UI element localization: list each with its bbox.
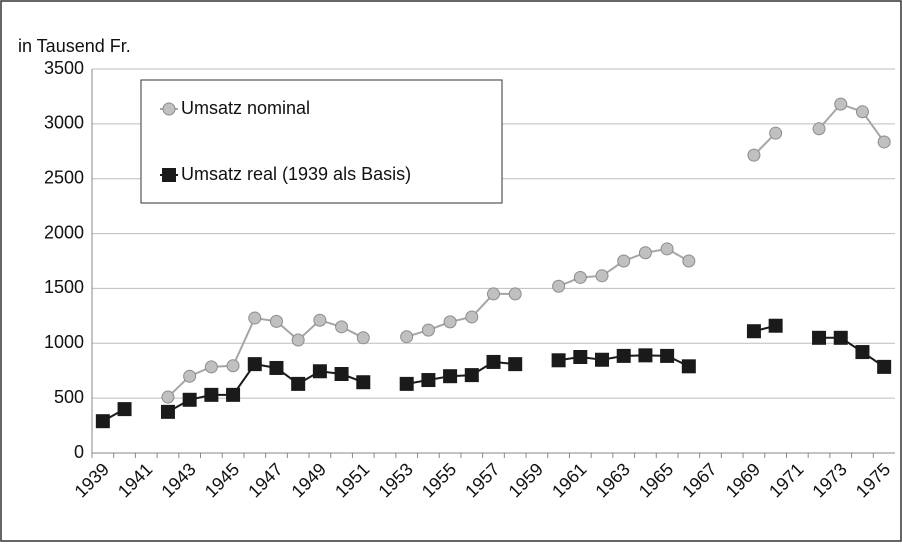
point xyxy=(313,313,327,327)
point xyxy=(834,97,848,111)
point xyxy=(248,311,262,325)
y-tick-label: 500 xyxy=(54,387,84,407)
point xyxy=(465,310,479,324)
point xyxy=(400,330,414,344)
point xyxy=(117,402,132,417)
point xyxy=(638,348,653,363)
point xyxy=(421,373,436,388)
point xyxy=(747,148,761,162)
point xyxy=(877,135,891,149)
point xyxy=(855,345,870,360)
point xyxy=(508,287,522,301)
point xyxy=(443,369,458,384)
series-line xyxy=(167,363,364,413)
point xyxy=(95,414,110,429)
point xyxy=(552,279,566,293)
legend-marker xyxy=(162,102,176,116)
point xyxy=(508,357,523,372)
point xyxy=(204,360,218,374)
point xyxy=(812,330,827,345)
point xyxy=(247,357,262,372)
y-tick-label: 1000 xyxy=(44,332,84,352)
series-line xyxy=(819,336,885,368)
series-line xyxy=(167,316,364,398)
point xyxy=(443,315,457,329)
point xyxy=(682,254,696,268)
point xyxy=(356,375,371,390)
point xyxy=(768,318,783,333)
point xyxy=(182,392,197,407)
point xyxy=(161,390,175,404)
point xyxy=(334,367,349,382)
point xyxy=(421,323,435,337)
point xyxy=(226,359,240,373)
y-tick-label: 0 xyxy=(74,442,84,462)
point xyxy=(486,354,501,369)
point xyxy=(551,353,566,368)
point xyxy=(746,324,761,339)
point xyxy=(269,314,283,328)
y-tick-label: 2500 xyxy=(44,167,84,187)
point xyxy=(464,368,479,383)
point xyxy=(877,359,892,374)
point xyxy=(335,320,349,334)
y-axis-label: in Tausend Fr. xyxy=(18,36,131,56)
point xyxy=(204,387,219,402)
point xyxy=(616,348,631,363)
legend-label: Umsatz nominal xyxy=(181,98,310,118)
point xyxy=(681,359,696,374)
y-tick-label: 2000 xyxy=(44,222,84,242)
point xyxy=(617,254,631,268)
legend-box xyxy=(140,79,503,204)
point xyxy=(312,364,327,379)
legend-label: Umsatz real (1939 als Basis) xyxy=(181,164,411,184)
legend-marker xyxy=(162,168,176,182)
point xyxy=(226,387,241,402)
y-tick-label: 1500 xyxy=(44,277,84,297)
point xyxy=(833,330,848,345)
point xyxy=(399,376,414,391)
point xyxy=(595,269,609,283)
y-tick-label: 3500 xyxy=(44,58,84,78)
series-line xyxy=(818,102,885,143)
point xyxy=(291,376,306,391)
point xyxy=(573,270,587,284)
point xyxy=(183,369,197,383)
point xyxy=(291,333,305,347)
point xyxy=(769,126,783,140)
point xyxy=(595,352,610,367)
point xyxy=(487,287,500,301)
point xyxy=(855,105,869,119)
y-tick-label: 3000 xyxy=(44,113,84,133)
point xyxy=(573,350,588,364)
point xyxy=(812,122,826,136)
point xyxy=(660,242,674,256)
point xyxy=(160,404,175,419)
point xyxy=(660,348,675,363)
point xyxy=(638,246,652,260)
point xyxy=(356,331,370,345)
point xyxy=(269,360,284,375)
